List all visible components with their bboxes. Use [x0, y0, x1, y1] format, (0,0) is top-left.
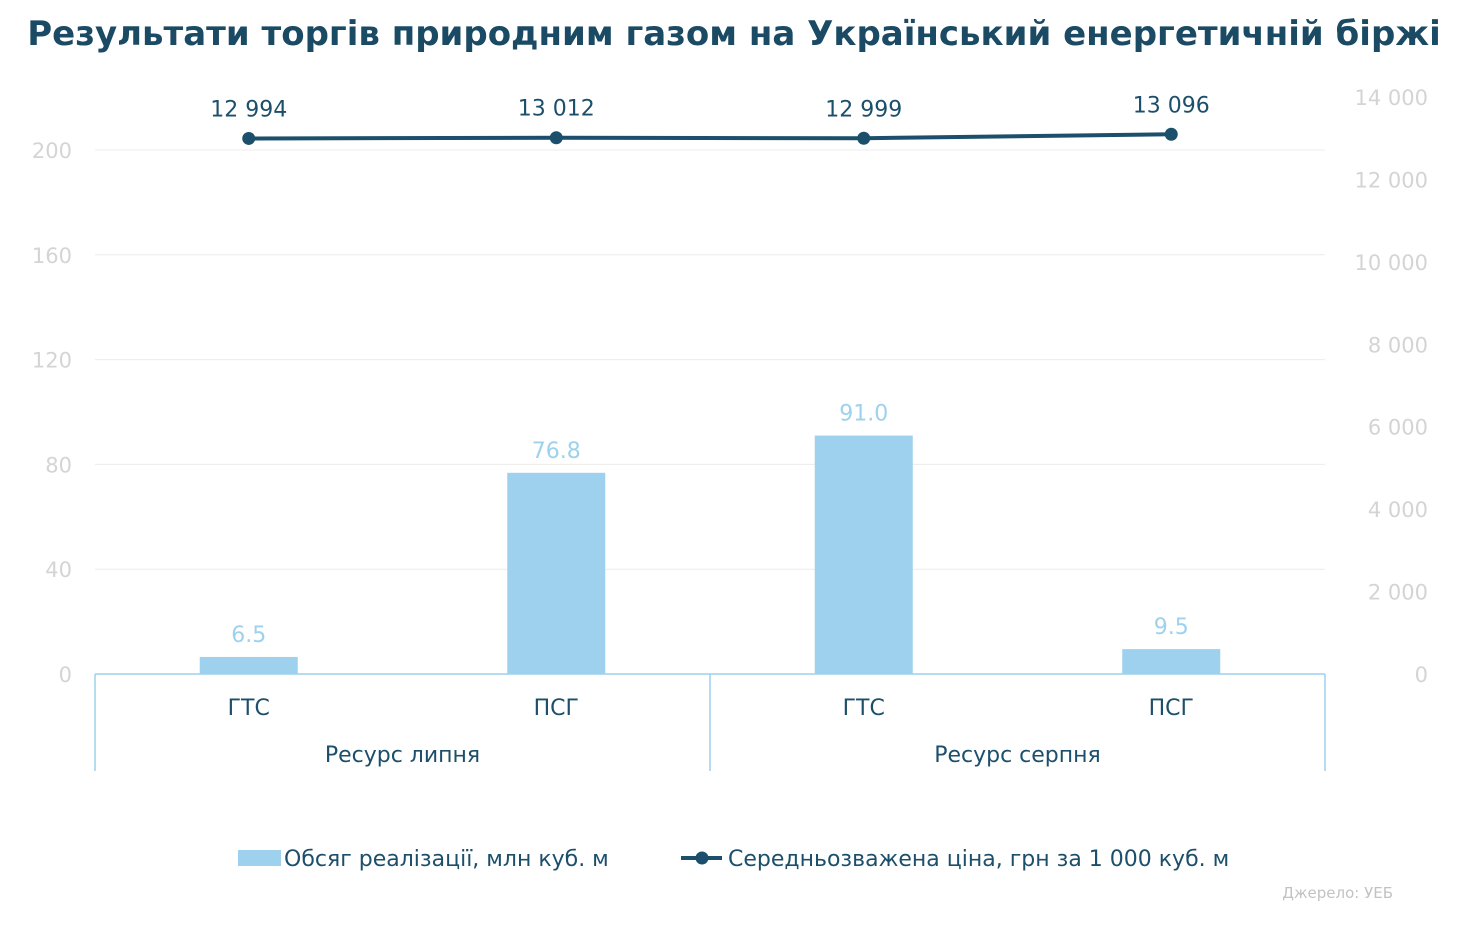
bar [199, 656, 298, 674]
gridlines [95, 149, 1325, 570]
category-label: ГТС [228, 696, 270, 721]
line-point [1164, 127, 1178, 141]
line-point [549, 131, 563, 145]
bar [507, 472, 606, 674]
line-point [857, 131, 871, 145]
legend: Обсяг реалізації, млн куб. м Середньозваж… [238, 847, 1229, 872]
category-label: ПСГ [1149, 696, 1194, 721]
bar-data-labels: 6.5 76.8 91.0 9.5 [231, 402, 1189, 648]
category-label: ПСГ [534, 696, 579, 721]
category-label: ГТС [843, 696, 885, 721]
group-label: Ресурс липня [325, 743, 480, 768]
left-tick-label: 0 [59, 663, 72, 687]
left-tick-label: 160 [32, 244, 72, 268]
line-data-label: 13 012 [518, 97, 595, 122]
left-tick-label: 80 [45, 453, 72, 477]
bar [814, 435, 913, 674]
right-tick-label: 2 000 [1368, 581, 1428, 605]
right-tick-label: 12 000 [1355, 168, 1428, 192]
legend-bar-label: Обсяг реалізації, млн куб. м [284, 847, 609, 872]
bar-data-label: 91.0 [839, 402, 888, 427]
legend-bar-swatch [238, 850, 281, 866]
left-axis-ticks: 0 40 80 120 160 200 [32, 139, 72, 687]
right-tick-label: 14 000 [1355, 86, 1428, 110]
x-axis: ГТС ПСГ ГТС ПСГ Ресурс липня Ресурс серпня [94, 673, 1326, 771]
line-data-label: 12 999 [825, 97, 902, 122]
legend-line-marker [695, 851, 709, 865]
right-tick-label: 10 000 [1355, 251, 1428, 275]
line-data-labels: 12 994 13 012 12 999 13 096 [210, 93, 1209, 122]
left-tick-label: 200 [32, 139, 72, 163]
line-series [242, 127, 1178, 145]
line-data-label: 13 096 [1133, 93, 1210, 118]
line-data-label: 12 994 [210, 97, 287, 122]
line-point [242, 131, 256, 145]
bar-series [199, 435, 1221, 674]
left-tick-label: 40 [45, 558, 72, 582]
source-note: Джерело: УЕБ [1282, 884, 1393, 902]
right-axis-ticks: 0 2 000 4 000 6 000 8 000 10 000 12 000 14 000 [1355, 86, 1428, 687]
bar-data-label: 76.8 [532, 439, 581, 464]
bar-data-label: 9.5 [1154, 615, 1189, 640]
group-label: Ресурс серпня [934, 743, 1101, 768]
right-tick-label: 6 000 [1368, 416, 1428, 440]
right-tick-label: 8 000 [1368, 333, 1428, 357]
bar [1122, 649, 1221, 674]
chart-title: Результати торгів природним газом на Укр… [27, 14, 1441, 54]
left-tick-label: 120 [32, 349, 72, 373]
series-line [248, 132, 1172, 141]
right-tick-label: 4 000 [1368, 498, 1428, 522]
legend-line-label: Середньозважена ціна, грн за 1 000 куб. … [728, 847, 1229, 872]
right-tick-label: 0 [1415, 663, 1428, 687]
bar-data-label: 6.5 [231, 623, 266, 648]
